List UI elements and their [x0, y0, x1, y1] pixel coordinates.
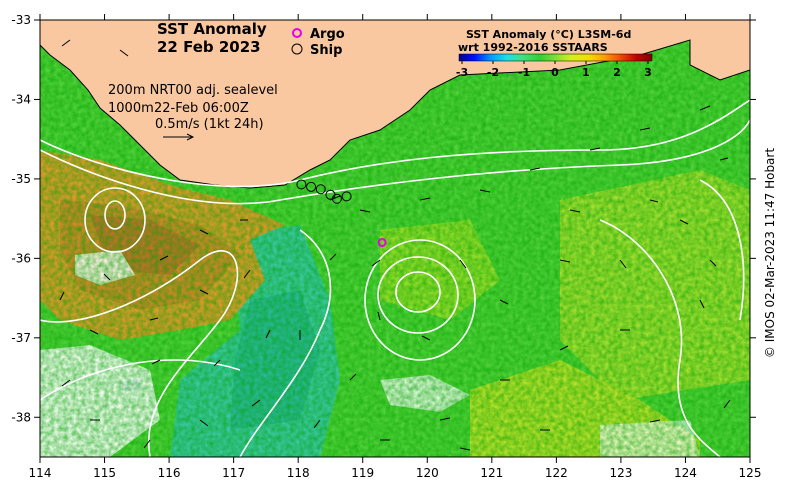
y-tick-label: -37: [11, 331, 31, 345]
map-title-line1: SST Anomaly: [157, 20, 267, 38]
contour-depth-label: 1000m: [108, 101, 154, 116]
colorbar-tick-label: 1: [582, 66, 590, 79]
colorbar-tick-label: 0: [551, 66, 559, 79]
ship-track: [296, 179, 352, 204]
colorbar-tick-label: -3: [456, 66, 468, 79]
sst-field: [40, 20, 750, 457]
plot-frame: [39, 19, 751, 458]
x-tick-label: 120: [416, 466, 439, 480]
x-tick-label: 118: [287, 466, 310, 480]
argo-legend-icon: [292, 28, 302, 38]
vector-scale-arrow: [163, 133, 195, 141]
x-tick-label: 124: [674, 466, 697, 480]
map-title-line2: 22 Feb 2023: [157, 38, 261, 56]
colorbar-tick-label: 2: [613, 66, 621, 79]
sea-level-contours: [40, 99, 750, 457]
y-tick-label: -34: [11, 92, 31, 106]
x-tick-label: 122: [545, 466, 568, 480]
vector-scale-label: 0.5m/s (1kt 24h): [155, 117, 264, 132]
ship-position-marker: [296, 179, 307, 190]
x-tick-label: 125: [739, 466, 762, 480]
colorbar-ticks: -3 -2 -1 0 1 2 3: [456, 61, 652, 79]
colorbar-title-line2: wrt 1992-2016 SSTAARS: [458, 41, 608, 54]
ship-position-marker: [315, 184, 326, 195]
x-axis: 114 115 116 117 118 119 120 121 122 123 124 125: [29, 14, 762, 480]
x-tick-label: 116: [158, 466, 181, 480]
y-tick-label: -33: [11, 13, 31, 27]
x-tick-label: 117: [222, 466, 245, 480]
y-tick-label: -38: [11, 410, 31, 424]
y-tick-label: -36: [11, 251, 31, 265]
colorbar-title-line1: SST Anomaly (°C) L3SM-6d: [466, 28, 631, 41]
ship-legend-icon: [291, 43, 303, 55]
ship-position-marker: [306, 181, 317, 192]
x-tick-label: 115: [93, 466, 116, 480]
argo-float-marker: [377, 237, 387, 247]
colorbar: [458, 53, 653, 62]
ship-position-marker: [341, 191, 352, 202]
ship-position-marker: [331, 193, 342, 204]
x-tick-label: 119: [351, 466, 374, 480]
colorbar-tick-label: -2: [487, 66, 499, 79]
colorbar-tick-label: -1: [518, 66, 530, 79]
copyright-credit: © IMOS 02-Mar-2023 11:47 Hobart: [763, 147, 777, 359]
argo-legend-label: Argo: [310, 27, 345, 42]
contour-info-line1: 200m NRT00 adj. sealevel: [108, 83, 278, 98]
y-tick-label: -35: [11, 172, 31, 186]
ship-legend-label: Ship: [310, 43, 342, 58]
australia-landmass: [40, 20, 750, 189]
current-vectors: [59, 39, 731, 451]
y-axis: -33-34-35-36-37-38: [11, 13, 756, 424]
x-tick-label: 114: [29, 466, 52, 480]
x-tick-label: 121: [480, 466, 503, 480]
contour-time-label: 22-Feb 06:00Z: [154, 101, 249, 116]
colorbar-tick-label: 3: [644, 66, 652, 79]
x-tick-label: 123: [609, 466, 632, 480]
